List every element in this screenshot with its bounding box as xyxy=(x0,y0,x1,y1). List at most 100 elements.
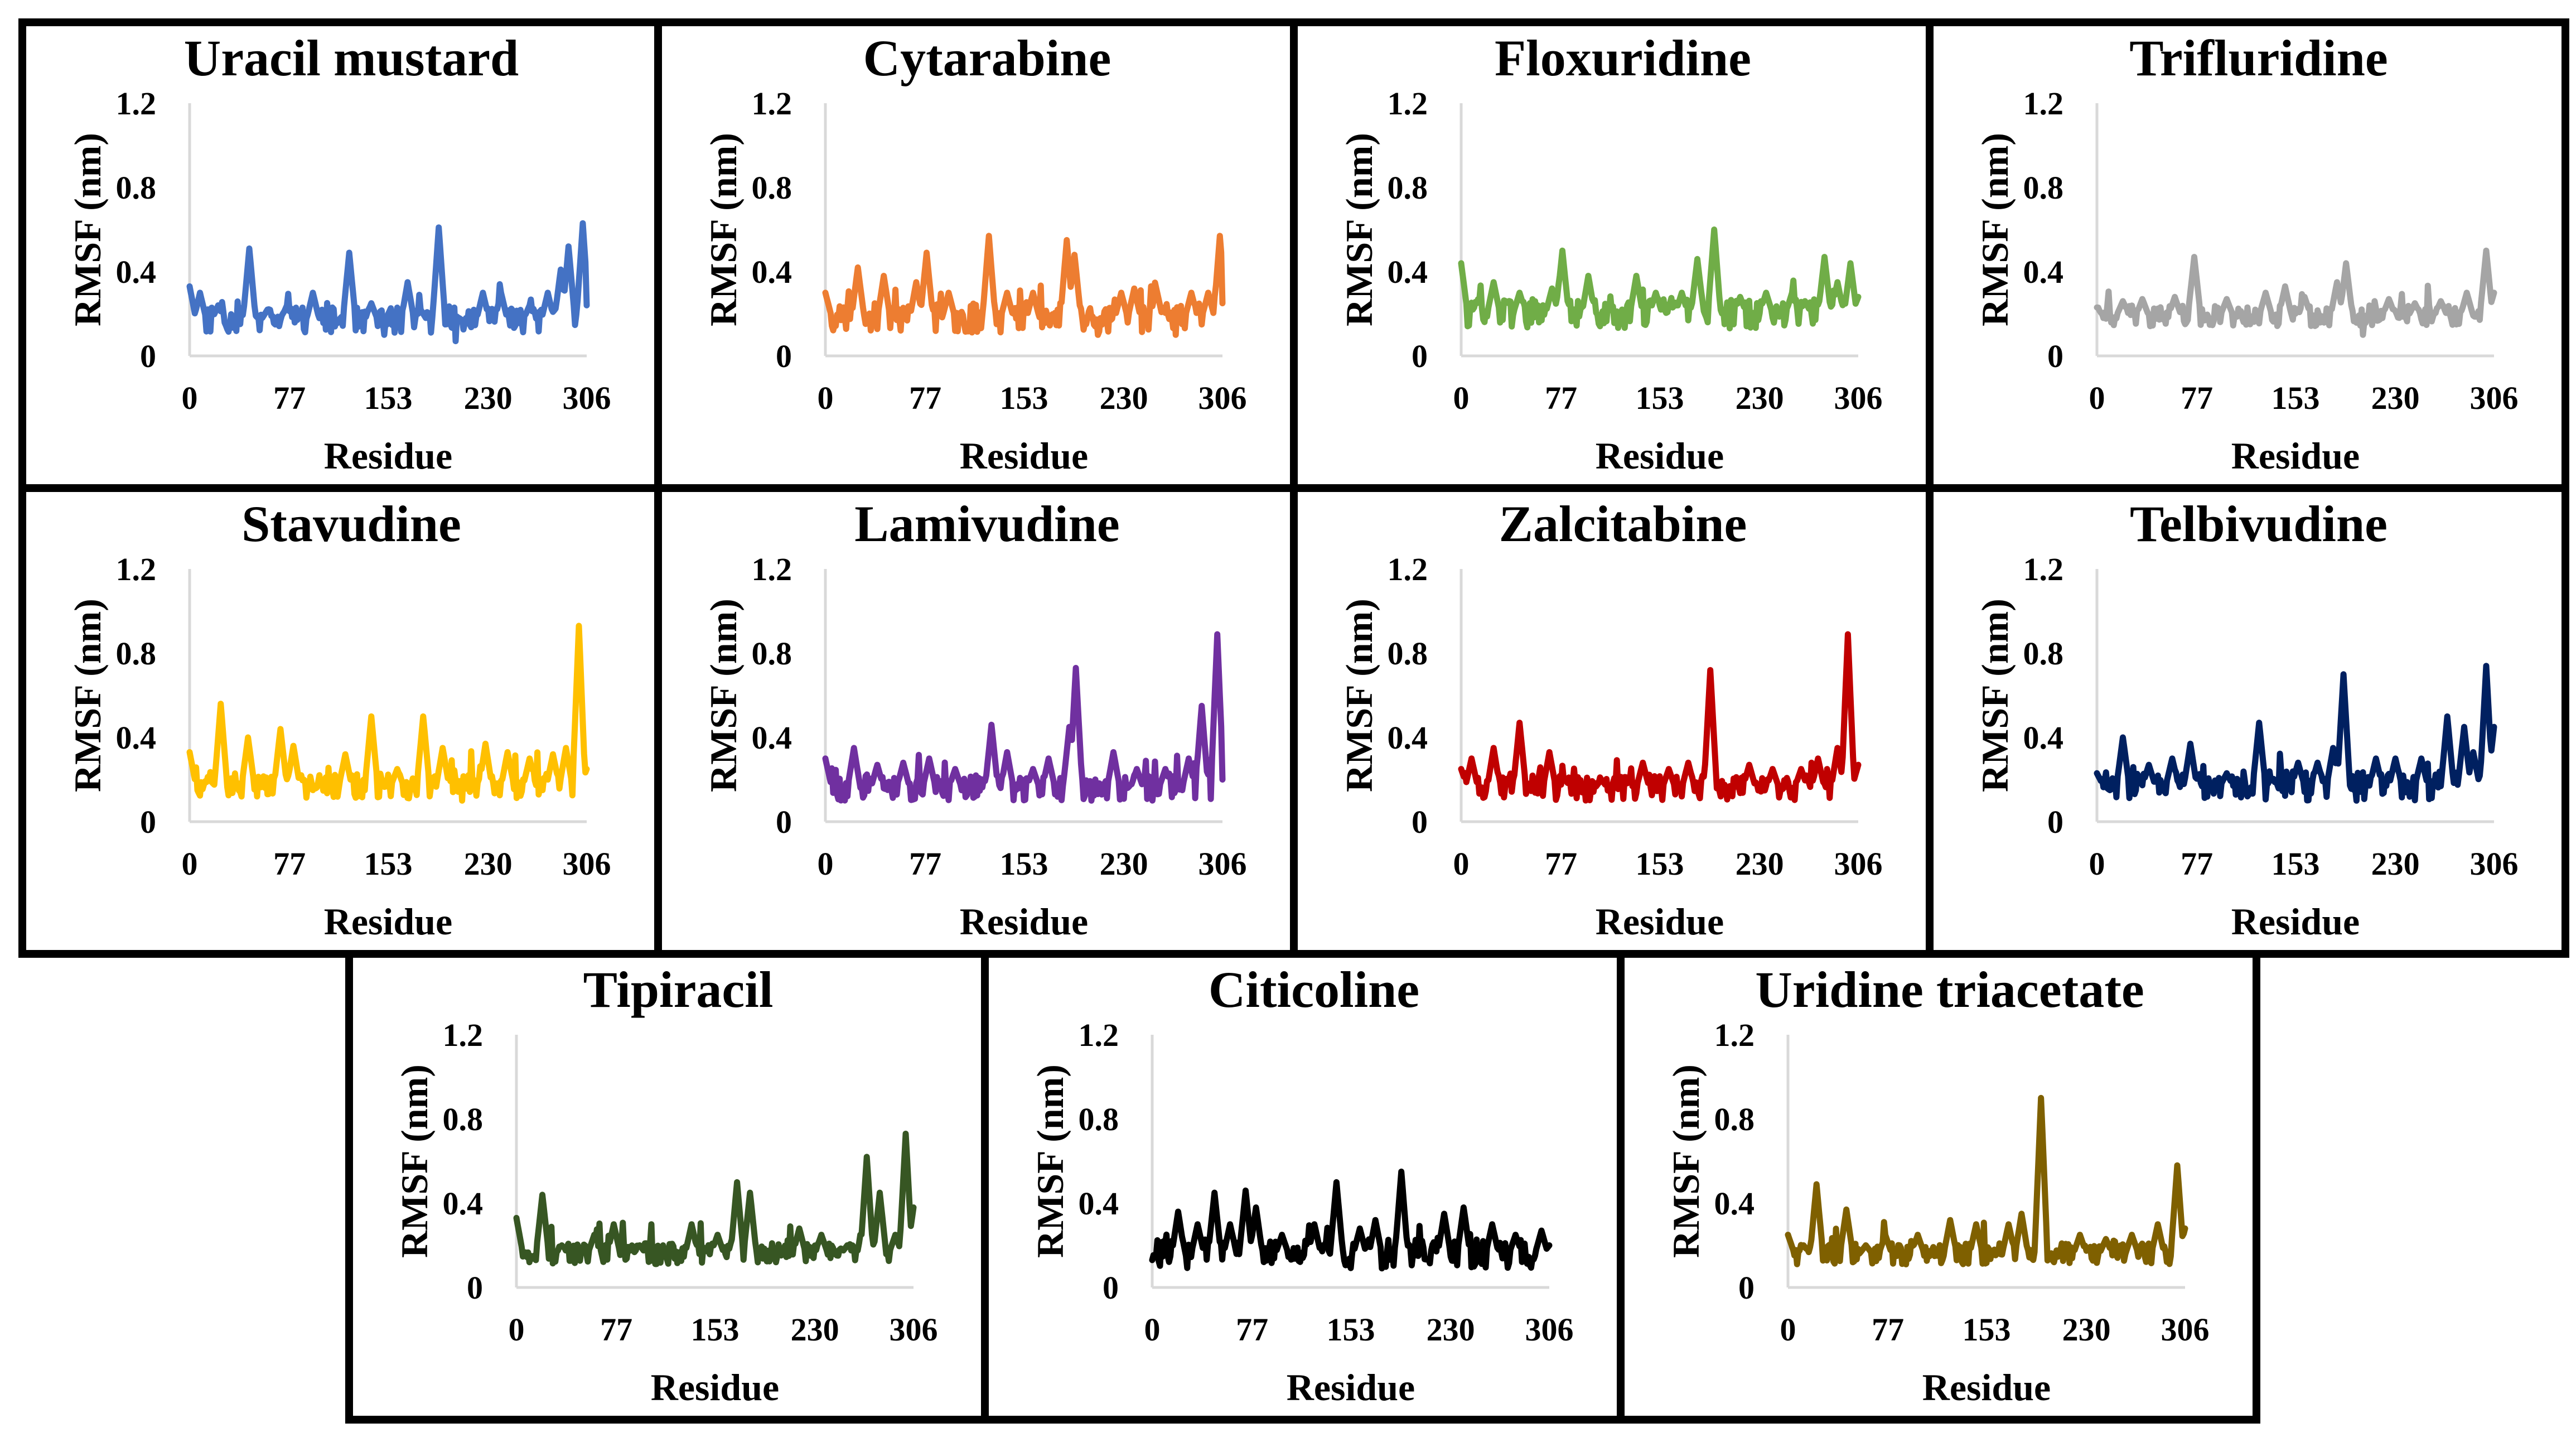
y-tick-label: 0 xyxy=(2047,338,2063,374)
x-tick-label: 153 xyxy=(1636,380,1684,416)
x-axis-title: Residue xyxy=(324,435,452,477)
x-tick-label: 77 xyxy=(1545,380,1577,416)
chart-panel: Telbivudine 0 0.4 0.8 1.2 0 77 153 230 306 RMSF (n… xyxy=(1926,484,2569,958)
x-tick-label: 230 xyxy=(1427,1311,1475,1348)
chart-title: Trifluridine xyxy=(2129,30,2387,86)
y-tick-label: 1.2 xyxy=(116,551,157,587)
y-axis-title: RMSF (nm) xyxy=(66,599,109,792)
y-tick-label: 0.4 xyxy=(2023,254,2064,290)
chart-title: Cytarabine xyxy=(863,30,1111,86)
y-axis-title: RMSF (nm) xyxy=(1665,1064,1707,1258)
y-tick-label: 1.2 xyxy=(752,551,792,587)
x-tick-label: 0 xyxy=(2089,380,2105,416)
y-axis-title: RMSF (nm) xyxy=(1974,133,2016,326)
y-axis-title: RMSF (nm) xyxy=(1029,1064,1071,1258)
y-tick-label: 1.2 xyxy=(116,85,157,122)
x-axis-title: Residue xyxy=(2231,435,2360,477)
chart-title: Floxuridine xyxy=(1495,30,1751,86)
x-axis-title: Residue xyxy=(960,435,1088,477)
x-tick-label: 306 xyxy=(1525,1311,1574,1348)
x-tick-label: 0 xyxy=(1453,380,1470,416)
chart-panel: Stavudine 0 0.4 0.8 1.2 0 77 153 230 306 RMSF (nm)… xyxy=(18,484,662,958)
x-tick-label: 153 xyxy=(1000,846,1048,882)
y-tick-label: 0.4 xyxy=(1079,1185,1119,1222)
x-tick-label: 77 xyxy=(600,1311,632,1348)
y-tick-label: 0.4 xyxy=(752,254,792,290)
rmsf-series-line xyxy=(2094,247,2497,338)
x-tick-label: 306 xyxy=(2161,1311,2210,1348)
x-tick-label: 230 xyxy=(464,380,513,416)
x-tick-label: 153 xyxy=(364,846,413,882)
y-tick-label: 0.4 xyxy=(1388,720,1428,756)
y-tick-label: 0.8 xyxy=(2023,170,2064,206)
x-tick-label: 230 xyxy=(2371,380,2420,416)
y-axis-title: RMSF (nm) xyxy=(702,133,745,326)
y-tick-label: 0.8 xyxy=(443,1101,484,1137)
x-tick-label: 77 xyxy=(1872,1311,1904,1348)
x-axis-title: Residue xyxy=(1922,1366,2051,1409)
x-tick-label: 0 xyxy=(818,380,834,416)
x-tick-label: 230 xyxy=(1100,846,1148,882)
x-axis-title: Residue xyxy=(1596,900,1724,943)
y-tick-label: 0.8 xyxy=(1388,170,1428,206)
x-tick-label: 306 xyxy=(2470,380,2519,416)
x-tick-label: 230 xyxy=(464,846,513,882)
y-tick-label: 0 xyxy=(776,804,792,840)
y-tick-label: 0.4 xyxy=(2023,720,2064,756)
chart-panel: Trifluridine 0 0.4 0.8 1.2 0 77 153 230 306 RMSF (… xyxy=(1926,18,2569,492)
rmsf-series-line xyxy=(822,631,1226,804)
rmsf-series-line xyxy=(2094,663,2497,804)
y-tick-label: 1.2 xyxy=(2023,85,2064,122)
x-tick-label: 0 xyxy=(182,380,198,416)
x-axis-title: Residue xyxy=(2231,900,2360,943)
x-tick-label: 77 xyxy=(909,846,941,882)
y-tick-label: 1.2 xyxy=(1079,1017,1119,1053)
y-tick-label: 0.4 xyxy=(443,1185,484,1222)
y-tick-label: 1.2 xyxy=(443,1017,484,1053)
x-tick-label: 153 xyxy=(364,380,413,416)
x-tick-label: 306 xyxy=(2470,846,2519,882)
x-tick-label: 77 xyxy=(273,846,306,882)
chart-panel: Uridine triacetate 0 0.4 0.8 1.2 0 77 153 230 306… xyxy=(1617,950,2260,1424)
x-axis-title: Residue xyxy=(1596,435,1724,477)
chart-panel: Floxuridine 0 0.4 0.8 1.2 0 77 153 230 306 RMSF (n… xyxy=(1290,18,1934,492)
x-tick-label: 230 xyxy=(1736,846,1784,882)
y-tick-label: 0 xyxy=(140,804,156,840)
x-tick-label: 77 xyxy=(1236,1311,1268,1348)
y-tick-label: 0 xyxy=(467,1270,483,1306)
chart-title: Telbivudine xyxy=(2130,495,2387,552)
y-tick-label: 0 xyxy=(2047,804,2063,840)
y-axis-title: RMSF (nm) xyxy=(1974,599,2016,792)
x-tick-label: 0 xyxy=(182,846,198,882)
y-tick-label: 0.8 xyxy=(2023,635,2064,672)
chart-title: Uridine triacetate xyxy=(1755,961,2144,1018)
y-tick-label: 0.4 xyxy=(116,720,157,756)
chart-title: Citicoline xyxy=(1209,961,1419,1018)
rmsf-series-line xyxy=(1149,1168,1553,1272)
x-tick-label: 153 xyxy=(2271,846,2320,882)
x-tick-label: 230 xyxy=(1736,380,1784,416)
x-tick-label: 77 xyxy=(1545,846,1577,882)
x-tick-label: 0 xyxy=(509,1311,525,1348)
x-tick-label: 230 xyxy=(1100,380,1148,416)
y-axis-title: RMSF (nm) xyxy=(1338,133,1380,326)
y-tick-label: 1.2 xyxy=(1388,551,1428,587)
chart-panel: Cytarabine 0 0.4 0.8 1.2 0 77 153 230 306 RMSF (nm… xyxy=(654,18,1298,492)
y-tick-label: 0.4 xyxy=(116,254,157,290)
y-tick-label: 0.4 xyxy=(752,720,792,756)
x-tick-label: 230 xyxy=(2371,846,2420,882)
y-tick-label: 0.4 xyxy=(1714,1185,1755,1222)
chart-title: Zalcitabine xyxy=(1499,495,1747,552)
x-axis-title: Residue xyxy=(1287,1366,1415,1409)
y-tick-label: 0 xyxy=(1103,1270,1119,1306)
rmsf-series-line xyxy=(822,233,1226,338)
x-tick-label: 153 xyxy=(1636,846,1684,882)
y-axis-title: RMSF (nm) xyxy=(393,1064,436,1258)
x-tick-label: 306 xyxy=(1198,846,1247,882)
x-tick-label: 153 xyxy=(1963,1311,2011,1348)
x-tick-label: 77 xyxy=(2181,380,2213,416)
y-tick-label: 1.2 xyxy=(2023,551,2064,587)
panel-border xyxy=(1617,950,2260,1424)
y-tick-label: 0.8 xyxy=(752,635,792,672)
